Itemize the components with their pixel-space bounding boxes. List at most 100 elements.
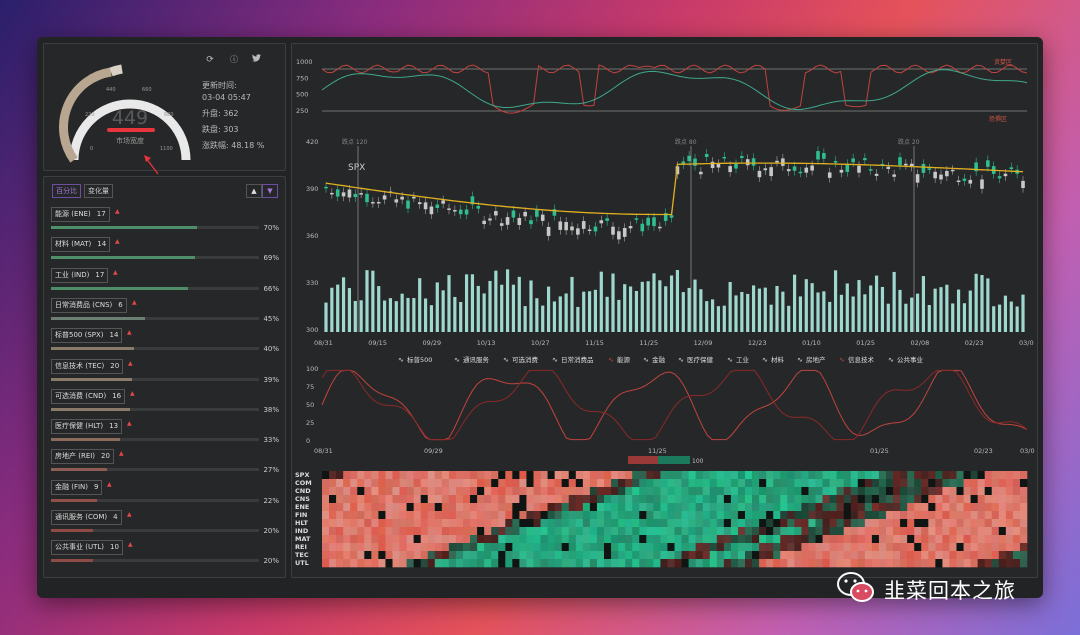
- heatmap-cell: [1005, 503, 1014, 512]
- heatmap-cell: [604, 471, 612, 480]
- heatmap-cell: [836, 559, 844, 568]
- breadth-red-line: [321, 64, 1028, 114]
- heatmap-cell: [336, 471, 344, 480]
- heatmap-cell: [322, 519, 330, 528]
- heatmap-cell: [477, 535, 485, 544]
- heatmap-cell: [413, 511, 421, 520]
- heatmap-cell: [723, 471, 732, 480]
- heatmap-cell: [878, 503, 887, 512]
- heatmap-cell: [434, 543, 443, 552]
- heatmap-cell: [434, 527, 443, 536]
- heatmap-cell: [977, 479, 985, 488]
- heatmap-cell: [956, 479, 964, 488]
- heatmap-cell: [998, 535, 1007, 544]
- sector-bar-track: [51, 498, 259, 502]
- heatmap-cell: [589, 503, 598, 512]
- candle-body: [564, 222, 568, 231]
- heatmap-cell: [956, 527, 964, 536]
- heatmap-cell: [519, 543, 527, 552]
- sector-row[interactable]: 通讯服务 (COM) 4 ▲ 20%: [44, 510, 284, 540]
- heatmap-cell: [406, 559, 414, 568]
- heatmap-cell: [547, 495, 555, 504]
- heatmap-cell: [716, 471, 725, 480]
- heatmap-cell: [653, 519, 661, 528]
- sector-row[interactable]: 材料 (MAT) 14 ▲ 69%: [44, 237, 284, 267]
- sector-row[interactable]: 标普500 (SPX) 14 ▲ 40%: [44, 328, 284, 358]
- candle-body: [663, 213, 668, 221]
- heatmap-cell: [984, 495, 993, 504]
- candle-body: [464, 209, 469, 215]
- heatmap-cell: [413, 487, 421, 496]
- info-icon[interactable]: ⓘ: [230, 55, 238, 64]
- heatmap-cell: [455, 527, 464, 536]
- tab-percent[interactable]: 百分比: [52, 184, 81, 198]
- heatmap-cell: [357, 527, 365, 536]
- heatmap-cell: [526, 503, 534, 512]
- sector-row[interactable]: 信息技术 (TEC) 20 ▲ 39%: [44, 358, 284, 389]
- heatmap-cell: [477, 471, 485, 480]
- sort-desc-button[interactable]: ▼: [262, 184, 278, 198]
- heatmap-cell: [392, 487, 400, 496]
- heatmap-cell: [660, 511, 668, 520]
- heatmap-cell: [914, 495, 922, 504]
- sector-row[interactable]: 能源 (ENE) 17 ▲ 70%: [44, 207, 284, 237]
- sector-row[interactable]: 医疗保健 (HLT) 13 ▲ 33%: [44, 419, 284, 449]
- candle-body: [617, 231, 621, 240]
- heatmap-cell: [709, 511, 718, 520]
- legend-item: 通讯服务: [463, 355, 490, 364]
- heatmap-cell: [878, 471, 887, 480]
- heatmap-cell: [949, 519, 957, 528]
- price-ytick: 300: [306, 326, 318, 334]
- heatmap-cell: [907, 511, 915, 520]
- heatmap-cell: [963, 543, 971, 552]
- heatmap-cell: [759, 543, 767, 552]
- heatmap-cell: [611, 551, 619, 560]
- heatmap-cell: [695, 543, 703, 552]
- heatmap-cell: [737, 471, 746, 480]
- sort-asc-button[interactable]: ▲: [246, 184, 262, 198]
- volume-bar: [681, 292, 685, 332]
- price-xtick: 11/15: [585, 339, 604, 347]
- heatmap-cell: [674, 559, 682, 568]
- sector-row[interactable]: 可选消费 (CND) 16 ▲ 38%: [44, 388, 284, 419]
- sector-row[interactable]: 金融 (FIN) 9 ▲ 22%: [44, 479, 284, 510]
- heatmap-cell: [893, 527, 901, 536]
- heatmap-cell: [660, 487, 668, 496]
- heatmap-cell: [561, 487, 570, 496]
- volume-bar: [828, 301, 832, 332]
- refresh-icon[interactable]: ⟳: [206, 55, 214, 65]
- heatmap-cell: [589, 559, 598, 568]
- heatmap-cell: [850, 503, 859, 512]
- candle-body: [769, 167, 773, 177]
- heatmap-cell: [928, 479, 936, 488]
- heatmap-cell: [561, 503, 570, 512]
- heatmap-cell: [618, 519, 626, 528]
- heatmap-cell: [942, 487, 950, 496]
- heatmap-cell: [956, 471, 964, 480]
- heatmap-cell: [512, 471, 520, 480]
- heatmap-cell: [773, 535, 781, 544]
- heatmap-cell: [589, 527, 598, 536]
- twitter-icon[interactable]: [250, 54, 262, 66]
- heatmap-cell: [829, 511, 837, 520]
- heatmap-cell: [759, 471, 767, 480]
- volume-bar: [781, 291, 785, 332]
- heatmap-cell: [681, 527, 689, 536]
- sector-row[interactable]: 工业 (IND) 17 ▲ 66%: [44, 267, 284, 298]
- sector-row[interactable]: 房地产 (REI) 20 ▲ 27%: [44, 449, 284, 479]
- heatmap-cell: [935, 503, 943, 512]
- heatmap-cell: [561, 511, 570, 520]
- heatmap-cell: [632, 559, 640, 568]
- heatmap-cell: [893, 551, 901, 560]
- heatmap-cell: [695, 527, 703, 536]
- heatmap-cell: [773, 543, 781, 552]
- heatmap-cell: [928, 495, 936, 504]
- sector-row[interactable]: 日常消费品 (CNS) 6 ▲ 45%: [44, 297, 284, 328]
- sector-bar-fill: [51, 316, 145, 320]
- heatmap-cell: [829, 487, 837, 496]
- tab-change[interactable]: 变化量: [84, 184, 113, 198]
- heatmap-cell: [505, 503, 513, 512]
- sector-row[interactable]: 公共事业 (UTL) 10 ▲ 20%: [44, 540, 284, 570]
- heatmap-cell: [1019, 535, 1028, 544]
- heatmap-cell: [378, 495, 386, 504]
